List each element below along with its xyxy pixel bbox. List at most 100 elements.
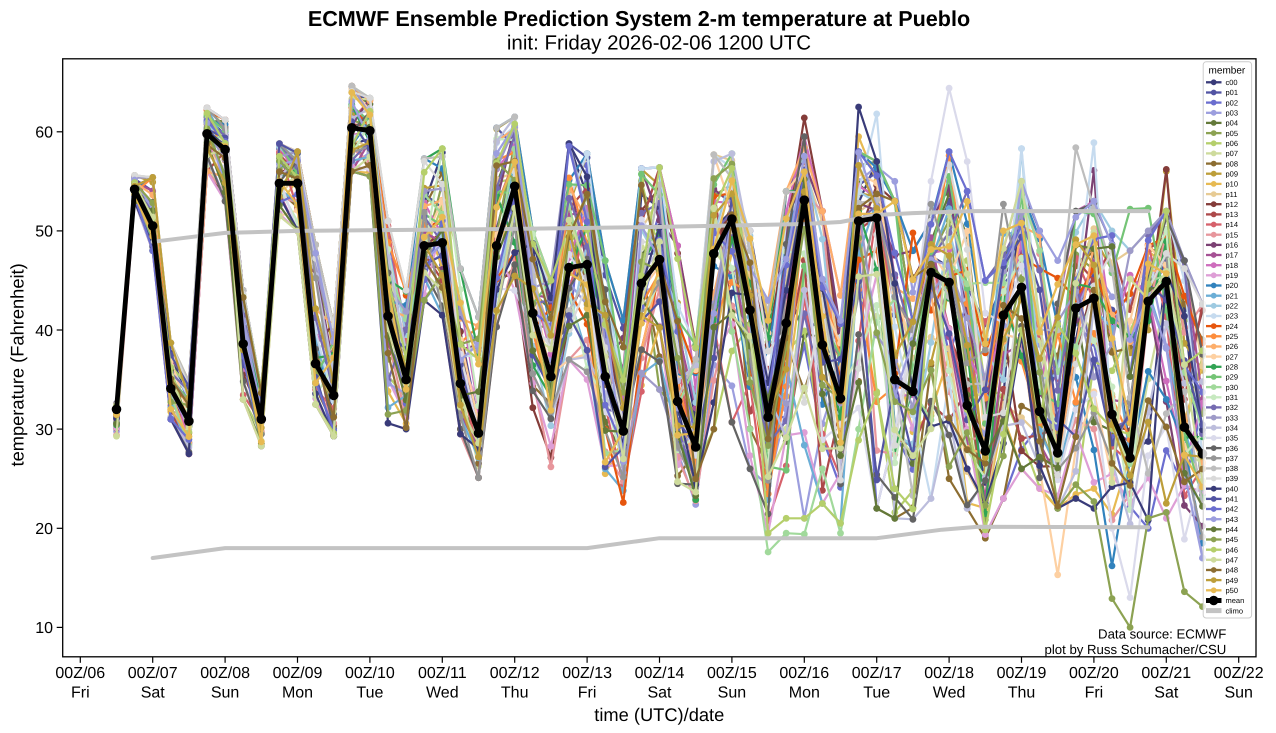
svg-text:p14: p14 (1226, 220, 1239, 229)
svg-text:Sun: Sun (718, 685, 746, 702)
svg-text:Sun: Sun (211, 685, 239, 702)
svg-text:00Z/16: 00Z/16 (779, 665, 829, 682)
svg-text:00Z/19: 00Z/19 (997, 665, 1047, 682)
svg-text:p03: p03 (1226, 109, 1239, 118)
svg-text:mean: mean (1226, 596, 1245, 605)
svg-text:p16: p16 (1226, 241, 1239, 250)
svg-text:p34: p34 (1226, 423, 1239, 432)
svg-text:p32: p32 (1226, 403, 1239, 412)
svg-text:00Z/21: 00Z/21 (1141, 665, 1191, 682)
svg-text:init: Friday 2026-02-06 1200 U: init: Friday 2026-02-06 1200 UTC (507, 32, 811, 55)
svg-text:p24: p24 (1226, 322, 1239, 331)
svg-text:p30: p30 (1226, 383, 1239, 392)
svg-text:p13: p13 (1226, 210, 1239, 219)
svg-text:p22: p22 (1226, 302, 1239, 311)
svg-text:p06: p06 (1226, 139, 1239, 148)
svg-text:p12: p12 (1226, 200, 1239, 209)
svg-text:00Z/13: 00Z/13 (562, 665, 612, 682)
svg-text:Mon: Mon (282, 685, 313, 702)
svg-text:20: 20 (35, 521, 53, 538)
svg-text:p41: p41 (1226, 495, 1239, 504)
svg-text:Wed: Wed (426, 685, 459, 702)
svg-text:00Z/14: 00Z/14 (635, 665, 685, 682)
svg-text:climo: climo (1226, 606, 1244, 615)
svg-text:p07: p07 (1226, 149, 1239, 158)
svg-text:p27: p27 (1226, 352, 1239, 361)
svg-text:Fri: Fri (71, 685, 90, 702)
svg-text:00Z/09: 00Z/09 (273, 665, 323, 682)
svg-text:00Z/15: 00Z/15 (707, 665, 757, 682)
svg-text:p38: p38 (1226, 464, 1239, 473)
svg-text:Fri: Fri (1085, 685, 1104, 702)
svg-text:p33: p33 (1226, 413, 1239, 422)
svg-text:00Z/17: 00Z/17 (852, 665, 902, 682)
svg-text:p26: p26 (1226, 342, 1239, 351)
svg-text:ECMWF Ensemble Prediction Syst: ECMWF Ensemble Prediction System 2-m tem… (308, 6, 970, 31)
svg-text:40: 40 (35, 323, 53, 340)
svg-text:00Z/06: 00Z/06 (55, 665, 105, 682)
svg-text:p17: p17 (1226, 251, 1239, 260)
svg-text:p02: p02 (1226, 98, 1239, 107)
svg-text:member: member (1209, 66, 1246, 77)
svg-text:p49: p49 (1226, 576, 1239, 585)
svg-text:p04: p04 (1226, 119, 1239, 128)
svg-text:p31: p31 (1226, 393, 1239, 402)
svg-text:Mon: Mon (789, 685, 820, 702)
svg-text:p10: p10 (1226, 180, 1239, 189)
svg-text:00Z/22: 00Z/22 (1214, 665, 1264, 682)
svg-text:Fri: Fri (578, 685, 597, 702)
svg-text:60: 60 (35, 125, 53, 142)
svg-text:p20: p20 (1226, 281, 1239, 290)
svg-text:Data source: ECMWF: Data source: ECMWF (1098, 627, 1226, 642)
svg-text:c00: c00 (1226, 78, 1238, 87)
svg-text:Sun: Sun (1224, 685, 1252, 702)
svg-text:p29: p29 (1226, 373, 1239, 382)
svg-text:Thu: Thu (1008, 685, 1036, 702)
svg-text:p47: p47 (1226, 556, 1239, 565)
svg-text:10: 10 (35, 620, 53, 637)
svg-text:30: 30 (35, 422, 53, 439)
svg-text:Thu: Thu (501, 685, 529, 702)
svg-text:p15: p15 (1226, 230, 1239, 239)
svg-text:p39: p39 (1226, 474, 1239, 483)
svg-text:Wed: Wed (933, 685, 966, 702)
svg-text:00Z/08: 00Z/08 (200, 665, 250, 682)
svg-text:p18: p18 (1226, 261, 1239, 270)
svg-text:p11: p11 (1226, 190, 1238, 199)
svg-text:p05: p05 (1226, 129, 1239, 138)
svg-text:p28: p28 (1226, 363, 1239, 372)
svg-text:00Z/18: 00Z/18 (924, 665, 974, 682)
svg-text:p36: p36 (1226, 444, 1239, 453)
svg-text:p23: p23 (1226, 312, 1239, 321)
svg-text:p45: p45 (1226, 535, 1239, 544)
svg-text:Sat: Sat (141, 685, 166, 702)
svg-text:00Z/10: 00Z/10 (345, 665, 395, 682)
svg-text:00Z/12: 00Z/12 (490, 665, 540, 682)
svg-text:p44: p44 (1226, 525, 1239, 534)
svg-text:time (UTC)/date: time (UTC)/date (594, 704, 724, 725)
svg-text:Sat: Sat (1154, 685, 1179, 702)
svg-text:p01: p01 (1226, 88, 1239, 97)
svg-text:50: 50 (35, 224, 53, 241)
svg-text:p09: p09 (1226, 169, 1239, 178)
svg-text:p42: p42 (1226, 505, 1239, 514)
svg-text:Tue: Tue (863, 685, 890, 702)
svg-text:Sat: Sat (647, 685, 672, 702)
svg-text:p50: p50 (1226, 586, 1239, 595)
svg-text:p37: p37 (1226, 454, 1239, 463)
svg-text:p43: p43 (1226, 515, 1239, 524)
svg-text:00Z/07: 00Z/07 (128, 665, 178, 682)
svg-text:p35: p35 (1226, 434, 1239, 443)
svg-text:p21: p21 (1226, 291, 1239, 300)
svg-text:p25: p25 (1226, 332, 1239, 341)
svg-text:p19: p19 (1226, 271, 1239, 280)
svg-text:p40: p40 (1226, 484, 1239, 493)
svg-text:p08: p08 (1226, 159, 1239, 168)
svg-text:00Z/11: 00Z/11 (418, 665, 467, 682)
svg-text:00Z/20: 00Z/20 (1069, 665, 1119, 682)
svg-text:plot by Russ Schumacher/CSU: plot by Russ Schumacher/CSU (1045, 642, 1227, 657)
svg-text:p46: p46 (1226, 545, 1239, 554)
svg-text:Tue: Tue (356, 685, 383, 702)
svg-text:p48: p48 (1226, 566, 1239, 575)
svg-text:temperature (Fahrenheit): temperature (Fahrenheit) (6, 263, 27, 466)
